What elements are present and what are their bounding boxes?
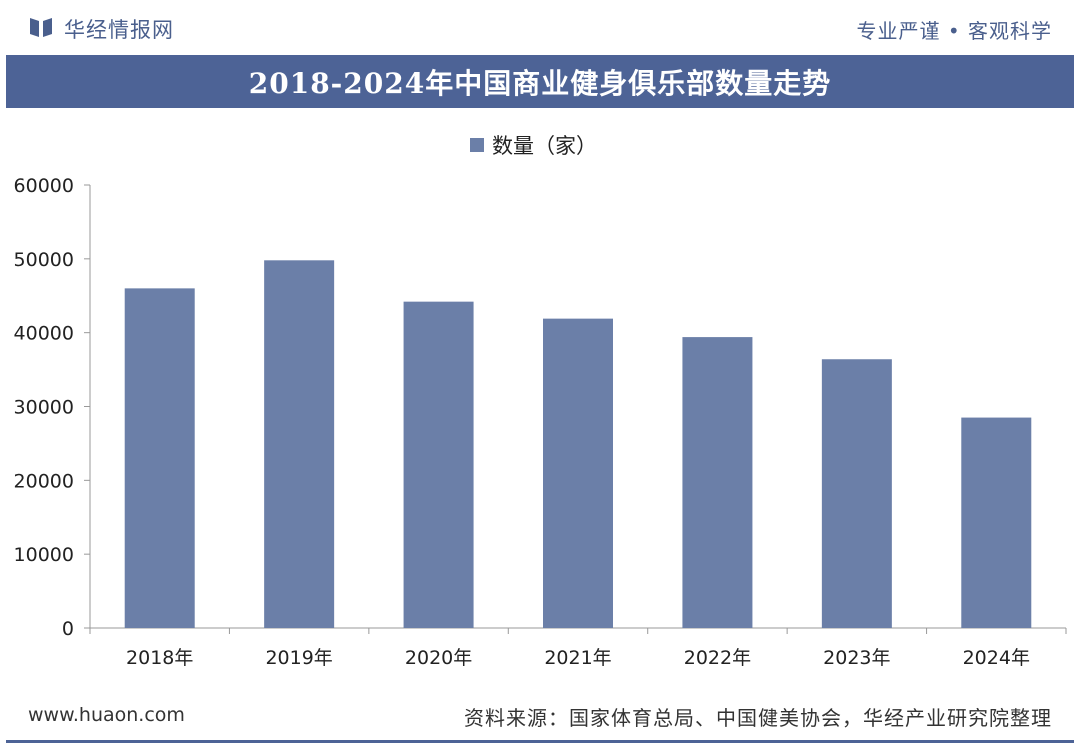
data-source: 资料来源：国家体育总局、中国健美协会，华经产业研究院整理: [464, 706, 1052, 730]
slogan: 专业严谨 • 客观科学: [856, 19, 1052, 43]
y-tick-label: 30000: [14, 397, 74, 419]
legend: 数量（家）: [470, 130, 597, 160]
footer: www.huaon.com 资料来源：国家体育总局、中国健美协会，华经产业研究院…: [0, 696, 1080, 738]
bar: [403, 301, 474, 628]
bar: [682, 337, 753, 628]
chart-title: 2018-2024年中国商业健身俱乐部数量走势: [6, 55, 1074, 108]
y-tick-label: 20000: [14, 470, 74, 492]
legend-label: 数量（家）: [492, 134, 597, 158]
x-tick-label: 2021年: [544, 647, 611, 669]
y-tick-label: 40000: [14, 323, 74, 345]
footer-url[interactable]: www.huaon.com: [28, 704, 185, 726]
x-tick-label: 2020年: [405, 647, 472, 669]
bar: [264, 260, 335, 628]
y-tick-label: 0: [62, 618, 74, 640]
top-bar: 华经情报网 专业严谨 • 客观科学: [0, 0, 1080, 56]
bar: [961, 417, 1032, 628]
x-tick-label: 2024年: [963, 647, 1030, 669]
bar: [821, 359, 892, 628]
brand-name: 华经情报网: [64, 18, 174, 42]
x-tick-label: 2019年: [265, 647, 332, 669]
bar: [543, 318, 613, 628]
footer-divider: [6, 740, 1074, 743]
bar-chart: 0 10000 20000 30000 40000 50000 60000 2018年 2019…: [14, 175, 1067, 669]
legend-swatch: [470, 138, 484, 152]
y-tick-label: 60000: [14, 175, 74, 197]
book-logo-icon: [28, 15, 54, 43]
x-tick-label: 2023年: [823, 647, 890, 669]
y-tick-label: 10000: [14, 544, 74, 566]
x-tick-label: 2022年: [684, 647, 751, 669]
brand: 华经情报网: [28, 14, 174, 44]
y-tick-label: 50000: [14, 249, 74, 271]
x-tick-label: 2018年: [126, 647, 193, 669]
bar: [124, 288, 195, 628]
